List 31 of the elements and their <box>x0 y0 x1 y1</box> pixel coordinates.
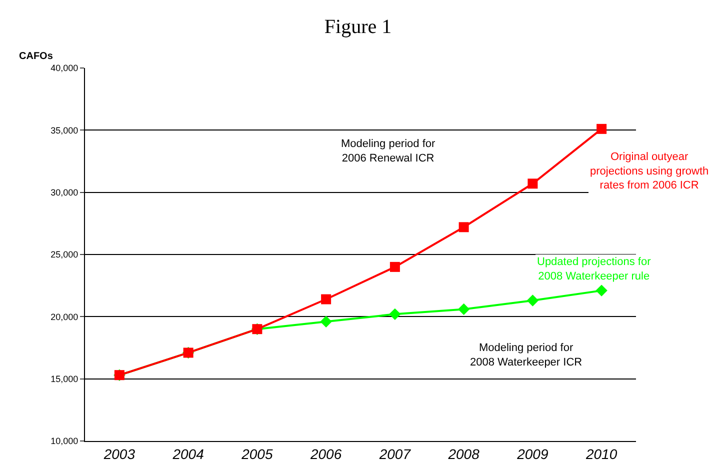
x-tick-label: 2009 <box>516 446 548 462</box>
series-label: Updated projections for 2008 Waterkeeper rule <box>537 256 652 282</box>
point <box>458 303 470 316</box>
x-tick-label: 2007 <box>378 446 412 462</box>
point <box>596 124 607 134</box>
y-axis-title: CAFOs <box>19 51 54 62</box>
point <box>528 178 538 189</box>
y-tick-label: 30,000 <box>50 187 78 198</box>
x-tick-label: 2005 <box>240 446 273 462</box>
y-tick-label: 15,000 <box>50 374 78 384</box>
point <box>321 294 332 304</box>
point <box>458 222 469 232</box>
point <box>526 294 539 306</box>
y-tick-label: 20,000 <box>50 312 78 322</box>
y-tick-label: 10,000 <box>50 436 78 446</box>
point <box>596 284 608 296</box>
y-tick-label: 35,000 <box>50 125 78 136</box>
point <box>320 316 332 328</box>
x-tick-label: 2003 <box>102 446 136 462</box>
x-tick-label: 2006 <box>309 446 342 462</box>
point <box>389 308 401 320</box>
y-tick-label: 25,000 <box>50 250 78 260</box>
x-tick-label: 2008 <box>447 446 480 462</box>
annotation: Modeling period for 2006 Renewal ICR <box>341 138 436 164</box>
y-tick-label: 40,000 <box>50 63 78 74</box>
series-label: Original outyear projections using growth rates from 2006 ICR <box>590 151 709 192</box>
point <box>390 262 400 272</box>
x-tick-label: 2004 <box>172 446 204 462</box>
chart-title: Figure 1 <box>324 16 392 38</box>
x-tick-label: 2010 <box>584 446 618 462</box>
annotation: Modeling period for 2008 Waterkeeper ICR <box>470 342 582 368</box>
